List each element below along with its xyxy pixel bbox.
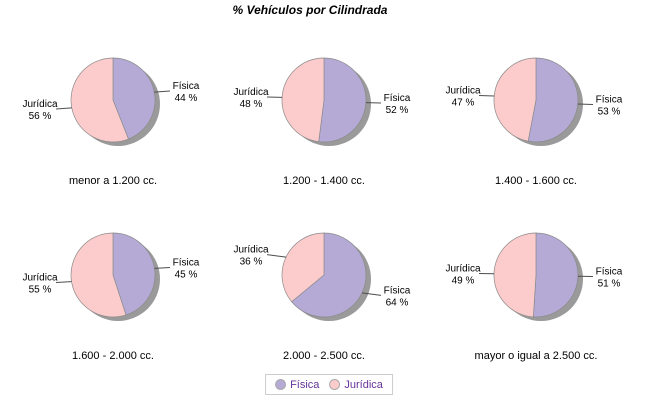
slice-value-label: 49 % [452, 276, 475, 287]
pie-slice-fisica [527, 57, 579, 143]
slice-value-label: 53 % [598, 107, 621, 118]
category-label-3: 1.600 - 2.000 cc. [72, 350, 154, 362]
label-leader-line [55, 281, 72, 283]
slice-name-label: Jurídica [445, 86, 480, 97]
slice-name-label: Física [173, 81, 200, 92]
slice-value-label: 51 % [598, 279, 621, 290]
legend-item-juridica: Jurídica [329, 379, 383, 391]
pie-slice-juridica [281, 232, 325, 303]
label-leader-line [577, 103, 594, 105]
label-leader-line [361, 292, 382, 296]
legend-marker-juridica-icon [329, 379, 341, 390]
slice-name-label: Jurídica [233, 245, 268, 256]
slice-name-label: Física [384, 285, 411, 296]
slice-value-label: 47 % [452, 98, 475, 109]
pie-slice-juridica [70, 232, 127, 318]
category-label-0: menor a 1.200 cc. [68, 175, 158, 187]
slice-value-label: 36 % [240, 257, 263, 268]
pie-slice-juridica [281, 57, 325, 143]
slice-value-label: 45 % [175, 270, 198, 281]
slice-value-label: 56 % [29, 111, 52, 122]
label-leader-line [55, 107, 72, 110]
slice-name-label: Física [384, 93, 411, 104]
pie-slice-fisica [532, 232, 579, 318]
pie-slice-fisica [112, 57, 156, 140]
label-leader-line [478, 95, 495, 97]
slice-value-label: 48 % [240, 99, 263, 110]
legend-label-fisica: Física [290, 378, 320, 391]
slice-name-label: Jurídica [233, 87, 268, 98]
label-leader-line [266, 254, 287, 258]
slice-value-label: 55 % [29, 285, 52, 296]
label-leader-line [154, 267, 171, 269]
pie-slice-juridica [70, 57, 129, 143]
slice-value-label: 52 % [386, 105, 409, 116]
label-leader-line [154, 90, 171, 93]
category-label-4: 2.000 - 2.500 cc. [283, 350, 365, 362]
pie-slice-juridica [493, 57, 537, 142]
legend-item-fisica: Física [275, 379, 319, 391]
category-label-2: 1.400 - 1.600 cc. [495, 175, 577, 187]
slice-name-label: Jurídica [22, 99, 57, 110]
pie-slice-juridica [493, 232, 537, 318]
slice-name-label: Jurídica [22, 273, 57, 284]
chart-title: % Vehículos por Cilindrada [232, 3, 388, 17]
pie-chart-cell-4: Física 64 % Jurídica 36 % 2.000 - 2.500 cc. [218, 220, 430, 370]
category-label-5: mayor o igual a 2.500 cc. [474, 350, 598, 362]
legend-marker-fisica-icon [275, 379, 287, 390]
slice-name-label: Física [173, 258, 200, 269]
slice-name-label: Física [596, 95, 623, 106]
legend-label-juridica: Jurídica [344, 378, 383, 391]
pie-slice-fisica [112, 232, 156, 316]
pie-chart-cell-0: Física 44 % Jurídica 56 % menor a 1.200 cc. [7, 45, 219, 195]
category-label-1: 1.200 - 1.400 cc. [283, 175, 365, 187]
slice-value-label: 44 % [175, 93, 198, 104]
slice-value-label: 64 % [386, 297, 409, 308]
pie-chart-cell-5: Física 51 % Jurídica 49 % mayor o igual a 2… [430, 220, 642, 370]
chart-legend: Física Jurídica [265, 374, 393, 395]
slice-name-label: Física [596, 267, 623, 278]
pie-chart-cell-2: Física 53 % Jurídica 47 % 1.400 - 1.600 cc. [430, 45, 642, 195]
slice-name-label: Jurídica [445, 264, 480, 275]
pie-chart-cell-1: Física 52 % Jurídica 48 % 1.200 - 1.400 cc. [218, 45, 430, 195]
pie-chart-cell-3: Física 45 % Jurídica 55 % 1.600 - 2.000 cc. [7, 220, 219, 370]
